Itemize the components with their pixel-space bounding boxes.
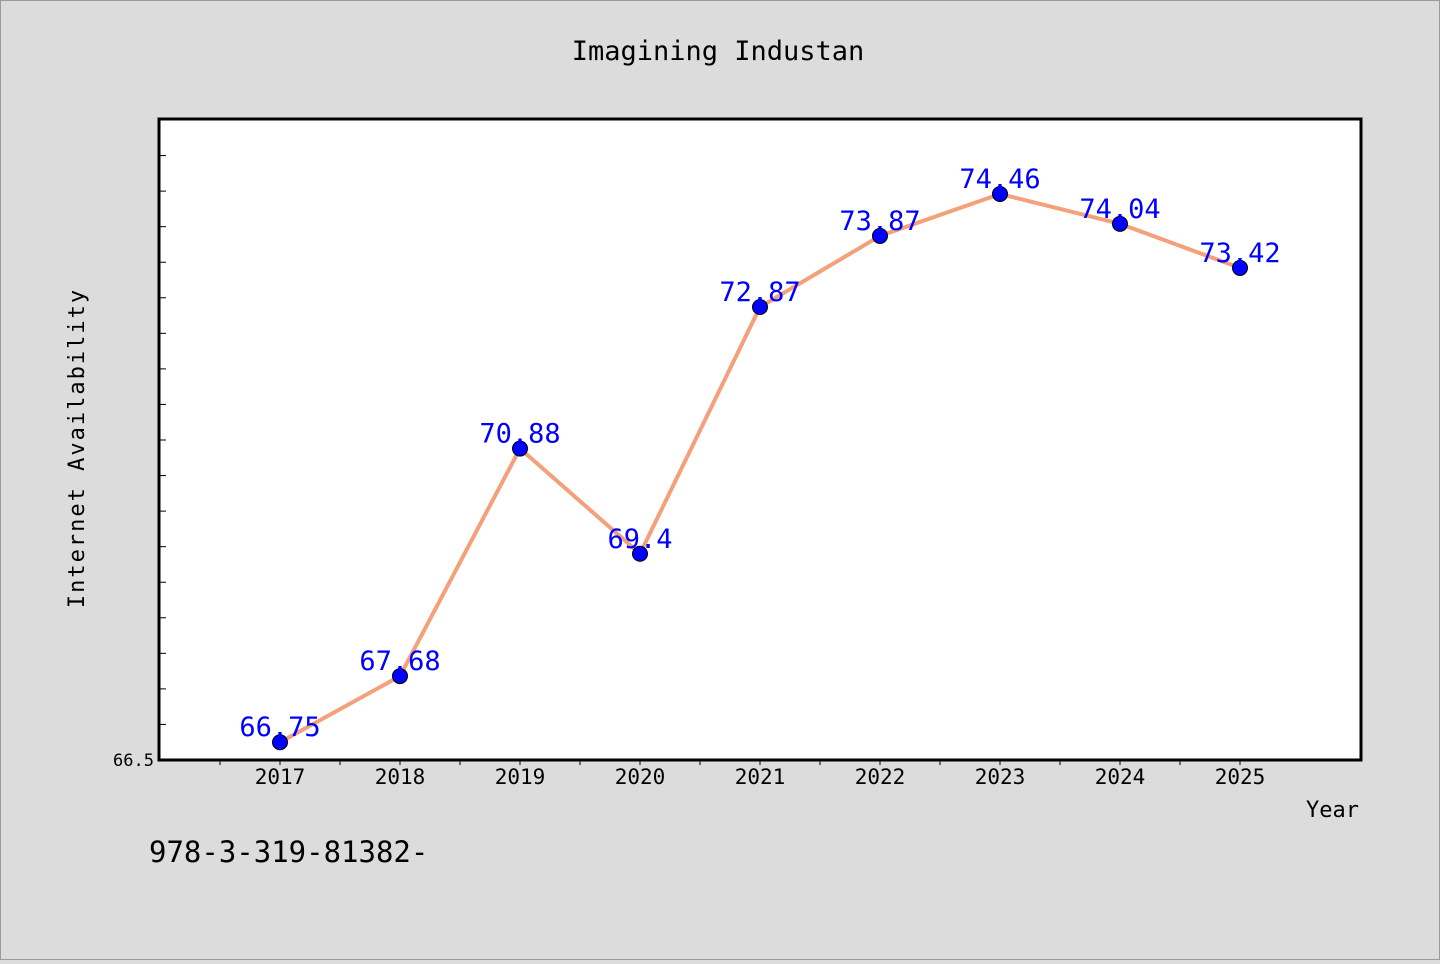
data-label: 72.87 — [719, 277, 800, 308]
data-label: 74.04 — [1079, 194, 1160, 225]
x-tick-label: 2022 — [855, 765, 906, 789]
data-label: 73.42 — [1199, 238, 1280, 269]
data-label: 74.46 — [959, 164, 1040, 195]
data-label: 66.75 — [239, 712, 320, 743]
x-tick-label: 2020 — [615, 765, 666, 789]
data-point — [512, 440, 528, 457]
data-point — [272, 734, 288, 751]
data-point — [992, 185, 1008, 202]
x-tick-label: 2018 — [375, 765, 426, 789]
x-tick-label: 2019 — [495, 765, 546, 789]
x-tick-label: 2024 — [1095, 765, 1146, 789]
data-point — [1232, 259, 1248, 276]
footnote: 978-3-319-81382- — [149, 835, 428, 869]
data-point — [1112, 215, 1128, 232]
data-label: 73.87 — [839, 206, 920, 237]
x-axis-label: Year — [1306, 798, 1359, 823]
data-point — [632, 545, 648, 562]
plot-area — [157, 117, 1363, 762]
y-tick-label: 66.5 — [113, 751, 154, 771]
x-tick-label: 2023 — [975, 765, 1026, 789]
data-label: 69.4 — [607, 524, 672, 555]
data-label: 70.88 — [479, 419, 560, 450]
y-axis-ticks: 66.5 — [113, 155, 166, 771]
x-tick-label: 2021 — [735, 765, 786, 789]
x-tick-label: 2025 — [1215, 765, 1266, 789]
x-axis-ticks: 2017 2018 2019 2020 2021 2022 2023 2024 2025 — [219, 760, 1266, 789]
x-tick-label: 2017 — [255, 765, 306, 789]
y-axis-label: Internet Availability — [65, 288, 90, 608]
chart-title: Imagining Industan — [572, 36, 865, 67]
data-point — [752, 299, 768, 316]
series-layer: 66.75 67.68 70.88 69.4 72.87 73.87 74.46 74.04 7… — [239, 164, 1281, 751]
data-point — [872, 227, 888, 244]
data-point — [392, 668, 408, 685]
data-label: 67.68 — [359, 646, 440, 677]
